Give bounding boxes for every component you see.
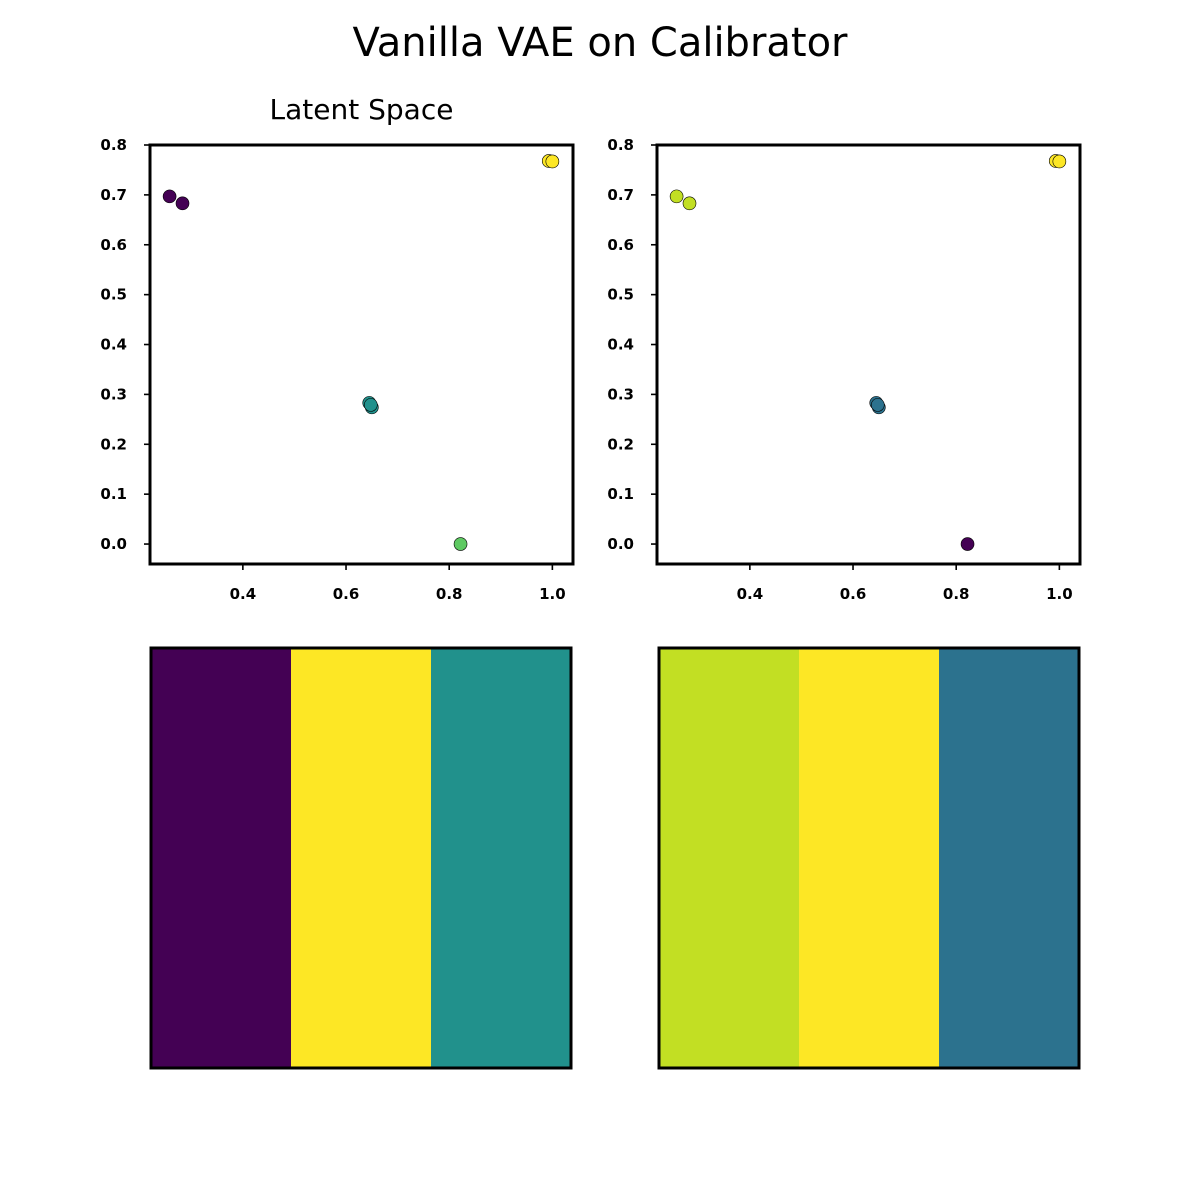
image-panel-right [657, 646, 1081, 1070]
scatter-panel-left: Latent Space 0.4 0.6 0.8 1.0 0.0 0.1 0.2 0.3 0.4… [100, 93, 575, 603]
image-left-frame [149, 646, 573, 1070]
y-tick-label: 0.0 [100, 535, 127, 553]
scatter-point [870, 398, 885, 412]
scatter-point [453, 537, 468, 551]
scatter-right-ticks: 0.4 0.6 0.8 1.0 0.0 0.1 0.2 0.3 0.4 0.5 0.6 0.7 0.8 [607, 136, 1072, 603]
figure-title: Vanilla VAE on Calibrator [353, 20, 849, 66]
y-tick-label: 0.5 [100, 286, 127, 304]
y-tick-label: 0.2 [607, 435, 634, 453]
image-column [151, 648, 292, 1068]
y-tick-label: 0.4 [100, 336, 127, 354]
scatter-left-points [162, 154, 560, 551]
image-right-cells [659, 648, 1080, 1068]
y-tick-label: 0.7 [607, 186, 634, 204]
image-left-cells [151, 648, 572, 1068]
scatter-point [175, 196, 190, 211]
scatter-point [960, 537, 975, 551]
image-panel-left [149, 646, 573, 1070]
scatter-panel-right: 0.4 0.6 0.8 1.0 0.0 0.1 0.2 0.3 0.4 0.5 0.6 0.7 0.8 [607, 136, 1082, 603]
y-tick-label: 0.4 [607, 336, 634, 354]
scatter-right-frame [655, 143, 1082, 566]
scatter-right-points [669, 154, 1067, 551]
scatter-point [1052, 154, 1067, 169]
x-tick-label: 0.4 [230, 585, 257, 603]
scatter-point [162, 189, 177, 204]
scatter-point [682, 196, 697, 211]
image-right-frame [657, 646, 1081, 1070]
scatter-left-title: Latent Space [270, 93, 454, 126]
y-tick-label: 0.6 [100, 236, 127, 254]
x-tick-label: 1.0 [539, 585, 566, 603]
image-column [939, 648, 1080, 1068]
x-tick-label: 0.6 [333, 585, 360, 603]
y-tick-label: 0.2 [100, 435, 127, 453]
scatter-point [363, 398, 378, 412]
y-tick-label: 0.8 [100, 136, 127, 154]
x-tick-label: 0.8 [943, 585, 970, 603]
scatter-point [669, 189, 684, 204]
y-tick-label: 0.6 [607, 236, 634, 254]
x-tick-label: 1.0 [1046, 585, 1073, 603]
y-tick-label: 0.5 [607, 286, 634, 304]
y-tick-label: 0.8 [607, 136, 634, 154]
x-tick-label: 0.6 [840, 585, 867, 603]
y-tick-label: 0.3 [607, 385, 634, 403]
image-column [799, 648, 940, 1068]
scatter-point [545, 154, 560, 169]
y-tick-label: 0.1 [607, 485, 634, 503]
x-tick-label: 0.4 [737, 585, 764, 603]
image-column [291, 648, 432, 1068]
y-tick-label: 0.3 [100, 385, 127, 403]
image-column [431, 648, 572, 1068]
scatter-left-frame [148, 143, 575, 566]
image-column [659, 648, 800, 1068]
x-tick-label: 0.8 [436, 585, 463, 603]
y-tick-label: 0.7 [100, 186, 127, 204]
y-tick-label: 0.1 [100, 485, 127, 503]
y-tick-label: 0.0 [607, 535, 634, 553]
